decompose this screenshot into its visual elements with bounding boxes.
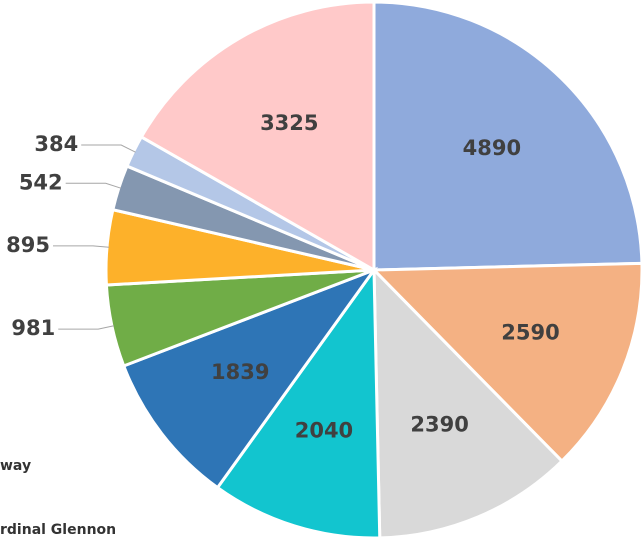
data-label: 2040 [295, 418, 353, 442]
leader-line [53, 245, 110, 248]
data-label: 2390 [410, 413, 468, 437]
data-label: 3325 [260, 111, 318, 135]
data-label: 2590 [501, 320, 559, 344]
data-label: 895 [6, 233, 50, 257]
data-label: 542 [19, 170, 63, 194]
leader-line [58, 325, 115, 330]
leader-line [81, 144, 136, 153]
data-label: 384 [34, 132, 78, 156]
data-label: 981 [11, 316, 55, 340]
data-label: 1839 [211, 360, 269, 384]
pie-slice [372, 266, 565, 540]
pie-slice [215, 265, 382, 540]
pie-slice [139, 0, 376, 273]
pie-slice [370, 261, 641, 464]
legend-entry: way [0, 458, 31, 474]
data-label: 4890 [463, 136, 521, 160]
pie-slice [372, 0, 641, 272]
legend-entry: rdinal Glennon [0, 522, 116, 538]
leader-line [65, 182, 122, 189]
pie-slice [121, 266, 379, 490]
